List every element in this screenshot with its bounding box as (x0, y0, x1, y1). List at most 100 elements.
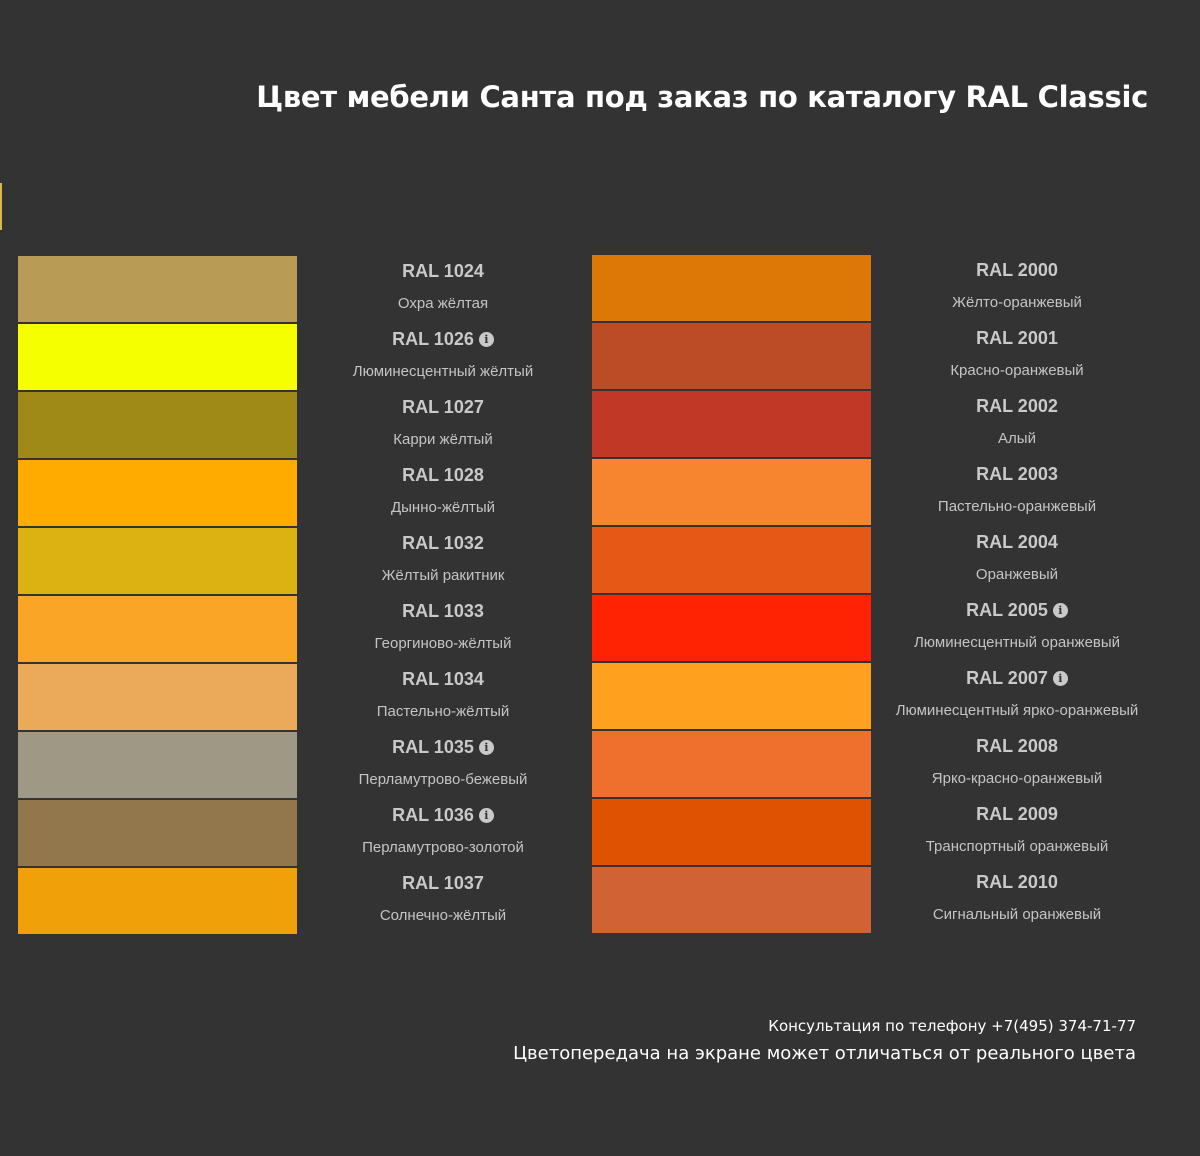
ral-code-text: RAL 1033 (402, 601, 484, 621)
color-list-right: RAL 2000 Жёлто-оранжевый RAL 2001 Красно-ор… (592, 254, 1152, 934)
color-label: RAL 2010 Сигнальный оранжевый (871, 866, 1163, 934)
color-label: RAL 2005 i Люминесцентный оранжевый (871, 594, 1163, 662)
info-icon[interactable]: i (1052, 671, 1068, 686)
ral-code: RAL 2002 (871, 395, 1163, 417)
color-row: RAL 2009 Транспортный оранжевый (592, 798, 1152, 866)
color-row: RAL 1037 Солнечно-жёлтый (18, 867, 578, 935)
color-label: RAL 2002 Алый (871, 390, 1163, 458)
ral-code: RAL 1027 (297, 396, 589, 418)
color-row: RAL 2005 i Люминесцентный оранжевый (592, 594, 1152, 662)
ral-code: RAL 2010 (871, 871, 1163, 893)
color-label: RAL 2000 Жёлто-оранжевый (871, 254, 1163, 322)
ral-code-text: RAL 2008 (976, 736, 1058, 756)
ral-code-text: RAL 1037 (402, 873, 484, 893)
ral-code: RAL 1033 (297, 600, 589, 622)
page-title: Цвет мебели Санта под заказ по каталогу … (256, 80, 1148, 114)
color-name: Охра жёлтая (397, 295, 489, 312)
ral-code-text: RAL 2004 (976, 532, 1058, 552)
info-icon[interactable]: i (478, 740, 494, 755)
color-name: Карри жёлтый (393, 431, 493, 448)
color-label: RAL 1026 i Люминесцентный жёлтый (297, 323, 589, 391)
ral-code-text: RAL 2000 (976, 260, 1058, 280)
ral-code: RAL 2003 (871, 463, 1163, 485)
color-swatch (592, 595, 871, 661)
ral-code-text: RAL 1026 (392, 329, 474, 349)
color-name: Люминесцентный жёлтый (352, 363, 534, 380)
ral-code: RAL 2009 (871, 803, 1163, 825)
color-swatch (592, 867, 871, 933)
color-swatch (592, 391, 871, 457)
color-name: Жёлто-оранжевый (952, 294, 1082, 311)
color-name: Пастельно-жёлтый (376, 703, 510, 720)
color-label: RAL 1028 Дынно-жёлтый (297, 459, 589, 527)
color-label: RAL 2001 Красно-оранжевый (871, 322, 1163, 390)
color-label: RAL 2007 i Люминесцентный ярко-оранжевый (871, 662, 1163, 730)
ral-code-text: RAL 1024 (402, 261, 484, 281)
color-swatch (18, 732, 297, 798)
color-name: Дынно-жёлтый (390, 499, 495, 516)
ral-code-text: RAL 1035 (392, 737, 474, 757)
color-row: RAL 2007 i Люминесцентный ярко-оранжевый (592, 662, 1152, 730)
color-swatch (18, 460, 297, 526)
color-row: RAL 2008 Ярко-красно-оранжевый (592, 730, 1152, 798)
color-name: Перламутрово-бежевый (358, 771, 528, 788)
ral-code: RAL 2005 i (871, 599, 1163, 621)
color-row: RAL 1036 i Перламутрово-золотой (18, 799, 578, 867)
color-row: RAL 1026 i Люминесцентный жёлтый (18, 323, 578, 391)
ral-code-text: RAL 1036 (392, 805, 474, 825)
color-row: RAL 2004 Оранжевый (592, 526, 1152, 594)
color-name: Перламутрово-золотой (362, 839, 524, 856)
ral-code: RAL 2001 (871, 327, 1163, 349)
info-icon[interactable]: i (478, 332, 494, 347)
ral-code: RAL 1024 (297, 260, 589, 282)
ral-code: RAL 1032 (297, 532, 589, 554)
color-name: Люминесцентный оранжевый (913, 634, 1121, 651)
consultation-phone: Консультация по телефону +7(495) 374-71-… (768, 1017, 1136, 1035)
color-row: RAL 1027 Карри жёлтый (18, 391, 578, 459)
color-row: RAL 2000 Жёлто-оранжевый (592, 254, 1152, 322)
color-name: Жёлтый ракитник (381, 567, 505, 584)
color-row: RAL 1024 Охра жёлтая (18, 255, 578, 323)
color-swatch (592, 527, 871, 593)
ral-code: RAL 1034 (297, 668, 589, 690)
color-row: RAL 1035 i Перламутрово-бежевый (18, 731, 578, 799)
color-label: RAL 1027 Карри жёлтый (297, 391, 589, 459)
color-name: Оранжевый (975, 566, 1059, 583)
color-name: Сигнальный оранжевый (932, 906, 1102, 923)
color-swatch (592, 731, 871, 797)
ral-code: RAL 2008 (871, 735, 1163, 757)
info-icon[interactable]: i (1052, 603, 1068, 618)
color-swatch (592, 323, 871, 389)
color-list-left: RAL 1024 Охра жёлтая RAL 1026 i Люминесцентн… (18, 255, 578, 935)
color-swatch (18, 596, 297, 662)
color-swatch (18, 800, 297, 866)
ral-code-text: RAL 2001 (976, 328, 1058, 348)
left-edge-marker (0, 183, 2, 230)
color-label: RAL 1035 i Перламутрово-бежевый (297, 731, 589, 799)
color-name: Алый (998, 430, 1036, 447)
color-swatch (18, 868, 297, 934)
info-icon[interactable]: i (478, 808, 494, 823)
color-row: RAL 1032 Жёлтый ракитник (18, 527, 578, 595)
ral-code: RAL 1028 (297, 464, 589, 486)
color-name: Ярко-красно-оранжевый (931, 770, 1103, 787)
color-swatch (18, 256, 297, 322)
ral-code-text: RAL 2007 (966, 668, 1048, 688)
color-label: RAL 1032 Жёлтый ракитник (297, 527, 589, 595)
ral-code-text: RAL 1027 (402, 397, 484, 417)
color-row: RAL 2001 Красно-оранжевый (592, 322, 1152, 390)
color-name: Транспортный оранжевый (925, 838, 1109, 855)
ral-code: RAL 1035 i (297, 736, 589, 758)
color-label: RAL 2004 Оранжевый (871, 526, 1163, 594)
ral-code-text: RAL 2005 (966, 600, 1048, 620)
color-row: RAL 2010 Сигнальный оранжевый (592, 866, 1152, 934)
ral-code: RAL 2007 i (871, 667, 1163, 689)
color-swatch (18, 324, 297, 390)
color-label: RAL 2008 Ярко-красно-оранжевый (871, 730, 1163, 798)
color-name: Пастельно-оранжевый (937, 498, 1097, 515)
ral-code-text: RAL 1032 (402, 533, 484, 553)
ral-code: RAL 1037 (297, 872, 589, 894)
ral-code-text: RAL 2009 (976, 804, 1058, 824)
ral-code-text: RAL 1034 (402, 669, 484, 689)
color-label: RAL 1024 Охра жёлтая (297, 255, 589, 323)
